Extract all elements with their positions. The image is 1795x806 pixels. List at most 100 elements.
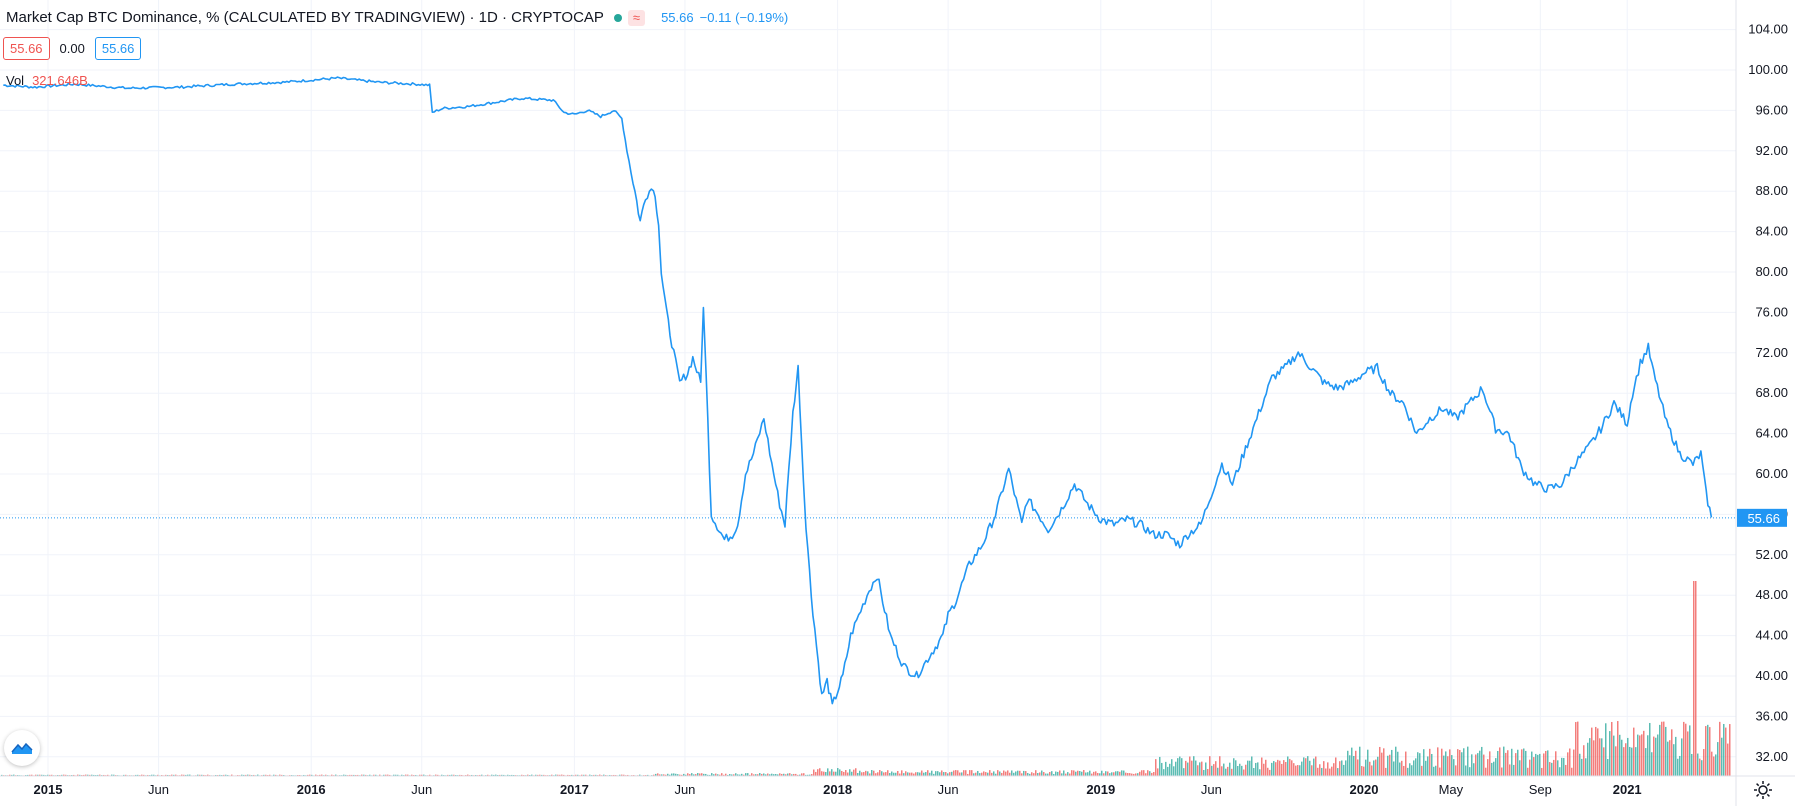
volume-bar xyxy=(749,774,751,776)
volume-bar xyxy=(1047,773,1049,776)
volume-bar xyxy=(559,774,561,776)
volume-bar xyxy=(995,773,997,776)
volume-bar xyxy=(673,773,675,776)
volume-bar xyxy=(65,774,67,776)
chart-legend: Market Cap BTC Dominance, % (CALCULATED … xyxy=(6,9,788,26)
data-type-badge[interactable]: ≈ xyxy=(627,9,646,26)
volume-bar xyxy=(653,774,655,776)
volume-bar xyxy=(1713,756,1715,776)
volume-bar xyxy=(845,770,847,776)
volume-bar xyxy=(1399,762,1401,776)
volume-bar xyxy=(955,770,957,776)
volume-bar xyxy=(1039,772,1041,776)
volume-bar xyxy=(91,774,93,776)
volume-bar xyxy=(1127,773,1129,776)
volume-bar xyxy=(985,772,987,776)
volume-bar xyxy=(1635,747,1637,776)
volume-bar xyxy=(709,774,711,776)
volume-bar xyxy=(243,774,245,776)
volume-bar xyxy=(1507,750,1509,776)
volume-bar xyxy=(1547,750,1549,776)
volume-bar xyxy=(1671,729,1673,776)
last-price-label-bg xyxy=(1737,508,1787,527)
volume-bar xyxy=(671,773,673,776)
volume-bar xyxy=(619,774,621,776)
volume-bar xyxy=(703,773,705,776)
y-tick-label: 48.00 xyxy=(1755,587,1788,602)
volume-bar xyxy=(1641,734,1643,776)
volume-bar xyxy=(1433,766,1435,776)
volume-bar xyxy=(1561,757,1563,776)
volume-bar xyxy=(841,770,843,776)
volume-bar xyxy=(11,774,13,776)
volume-bar xyxy=(869,773,871,776)
volume-bar xyxy=(739,774,741,776)
volume-bar xyxy=(201,774,203,776)
volume-bar xyxy=(1381,752,1383,776)
volume-bar xyxy=(231,774,233,776)
volume-bar xyxy=(971,770,973,776)
volume-bar xyxy=(1001,772,1003,776)
volume-bar xyxy=(819,768,821,776)
volume-bar xyxy=(743,774,745,776)
volume-bar xyxy=(961,772,963,776)
tradingview-logo-icon[interactable] xyxy=(4,730,40,766)
volume-bar xyxy=(1257,762,1259,776)
volume-bar xyxy=(613,774,615,776)
volume-bar xyxy=(1651,752,1653,776)
volume-bar xyxy=(855,768,857,776)
volume-bar xyxy=(1179,756,1181,776)
volume-bar xyxy=(1393,761,1395,776)
volume-bar xyxy=(1135,773,1137,776)
volume-bar xyxy=(1093,771,1095,776)
volume-bar xyxy=(1197,765,1199,776)
volume-bar xyxy=(927,770,929,776)
volume-bar xyxy=(1201,761,1203,776)
close-value: 55.66 xyxy=(3,37,50,60)
volume-bar xyxy=(763,773,765,776)
volume-bar xyxy=(1233,758,1235,776)
volume-bar xyxy=(355,774,357,776)
volume-bar xyxy=(1557,760,1559,776)
volume-bar xyxy=(185,774,187,776)
volume-bar xyxy=(677,774,679,776)
volume-bar xyxy=(1673,744,1675,776)
x-tick-label: Jun xyxy=(148,782,169,797)
volume-bar xyxy=(479,774,481,776)
volume-bar xyxy=(1445,751,1447,776)
volume-bar xyxy=(563,774,565,776)
volume-bar xyxy=(365,774,367,776)
gear-icon[interactable] xyxy=(1751,778,1775,802)
volume-bar xyxy=(73,774,75,776)
y-tick-label: 68.00 xyxy=(1755,385,1788,400)
volume-bar xyxy=(1649,722,1651,776)
volume-bar xyxy=(1601,738,1603,776)
volume-bar xyxy=(949,772,951,776)
volume-bar xyxy=(345,774,347,776)
volume-bar xyxy=(93,774,95,776)
volume-bar xyxy=(1559,767,1561,776)
volume-bar xyxy=(257,774,259,776)
volume-bar xyxy=(785,774,787,776)
volume-bar xyxy=(693,774,695,776)
volume-bar xyxy=(1723,723,1725,776)
volume-bar xyxy=(1171,759,1173,776)
volume-bar xyxy=(1475,754,1477,776)
volume-bar xyxy=(1689,725,1691,776)
volume-bar xyxy=(1029,773,1031,776)
volume-bar xyxy=(1697,753,1699,776)
volume-bar xyxy=(1579,753,1581,776)
volume-bar xyxy=(1677,758,1679,776)
volume-bar xyxy=(939,772,941,776)
volume-bar xyxy=(1063,770,1065,776)
volume-bar xyxy=(823,771,825,776)
volume-bar xyxy=(765,774,767,776)
volume-bar xyxy=(1427,756,1429,776)
volume-bar xyxy=(783,773,785,776)
volume-bar xyxy=(727,774,729,776)
volume-bar xyxy=(491,774,493,776)
volume-bar xyxy=(537,774,539,776)
volume-bar xyxy=(777,774,779,776)
